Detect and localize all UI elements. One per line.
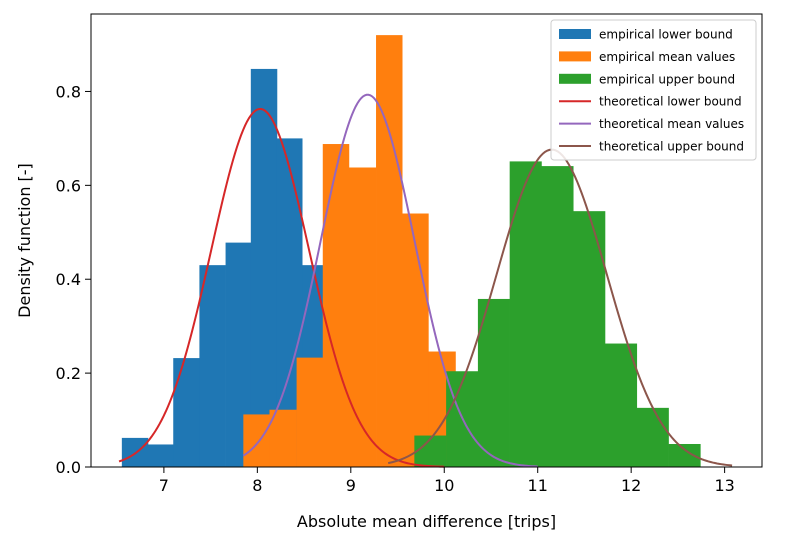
x-tick-label-7: 13 — [714, 476, 734, 495]
y-tick-label-4: 0.6 — [56, 176, 81, 195]
theoretical-curve-2 — [242, 93, 538, 468]
histogram-bar-1-6 — [250, 68, 278, 468]
x-tick-label-4: 10 — [434, 476, 454, 495]
x-axis-ticks: 7 8 9 10 11 12 13 — [159, 467, 735, 495]
histogram-bar-3-7 — [604, 343, 638, 467]
legend-swatch-2 — [559, 51, 591, 62]
legend-label-3: empirical upper bound — [599, 72, 735, 86]
legend-label-6: theoretical upper bound — [599, 140, 744, 154]
histogram-bar-2-7 — [402, 213, 429, 467]
legend: empirical lower bound empirical mean valu… — [550, 19, 757, 161]
x-tick-label-1: 7 — [159, 476, 169, 495]
histogram-bar-3-4 — [509, 161, 542, 467]
histogram-bar-1-3 — [173, 358, 200, 467]
histogram-bar-2-1 — [243, 414, 270, 467]
x-tick-label-5: 11 — [528, 476, 548, 495]
histogram-bar-2-6 — [376, 35, 403, 467]
histogram-bar-3-5 — [541, 166, 574, 467]
histogram-bar-3-8 — [636, 407, 669, 467]
y-tick-label-3: 0.4 — [56, 270, 81, 289]
legend-swatch-3 — [559, 73, 591, 84]
y-tick-label-1: 0.0 — [56, 458, 81, 477]
x-tick-label-6: 12 — [621, 476, 641, 495]
legend-label-1: empirical lower bound — [599, 28, 733, 42]
y-tick-label-5: 0.8 — [56, 82, 81, 101]
x-tick-label-2: 8 — [252, 476, 262, 495]
histogram-bar-2-4 — [322, 144, 350, 468]
theoretical-curve-1 — [118, 107, 445, 468]
x-axis-label: Absolute mean difference [trips] — [297, 512, 556, 531]
x-tick-label-3: 9 — [346, 476, 356, 495]
histogram-bar-1-2 — [148, 444, 174, 467]
legend-label-2: empirical mean values — [599, 50, 735, 64]
histogram-bar-3-3 — [477, 298, 510, 467]
y-tick-label-2: 0.2 — [56, 364, 81, 383]
histogram-bar-2-2 — [269, 409, 297, 467]
histogram-bar-3-1 — [414, 435, 447, 467]
plot-frame — [90, 13, 763, 468]
legend-label-5: theoretical mean values — [599, 117, 744, 131]
histogram-bar-1-4 — [199, 265, 226, 467]
histogram-bar-2-3 — [296, 357, 324, 467]
legend-box — [550, 19, 757, 161]
y-axis-label: Density function [-] — [15, 163, 34, 318]
histogram-bar-2-5 — [348, 167, 377, 467]
legend-swatch-1 — [559, 29, 591, 39]
legend-label-4: theoretical lower bound — [599, 95, 742, 109]
y-axis-ticks: 0.0 0.2 0.4 0.6 0.8 — [56, 82, 91, 477]
histogram-bar-3-9 — [668, 443, 701, 467]
